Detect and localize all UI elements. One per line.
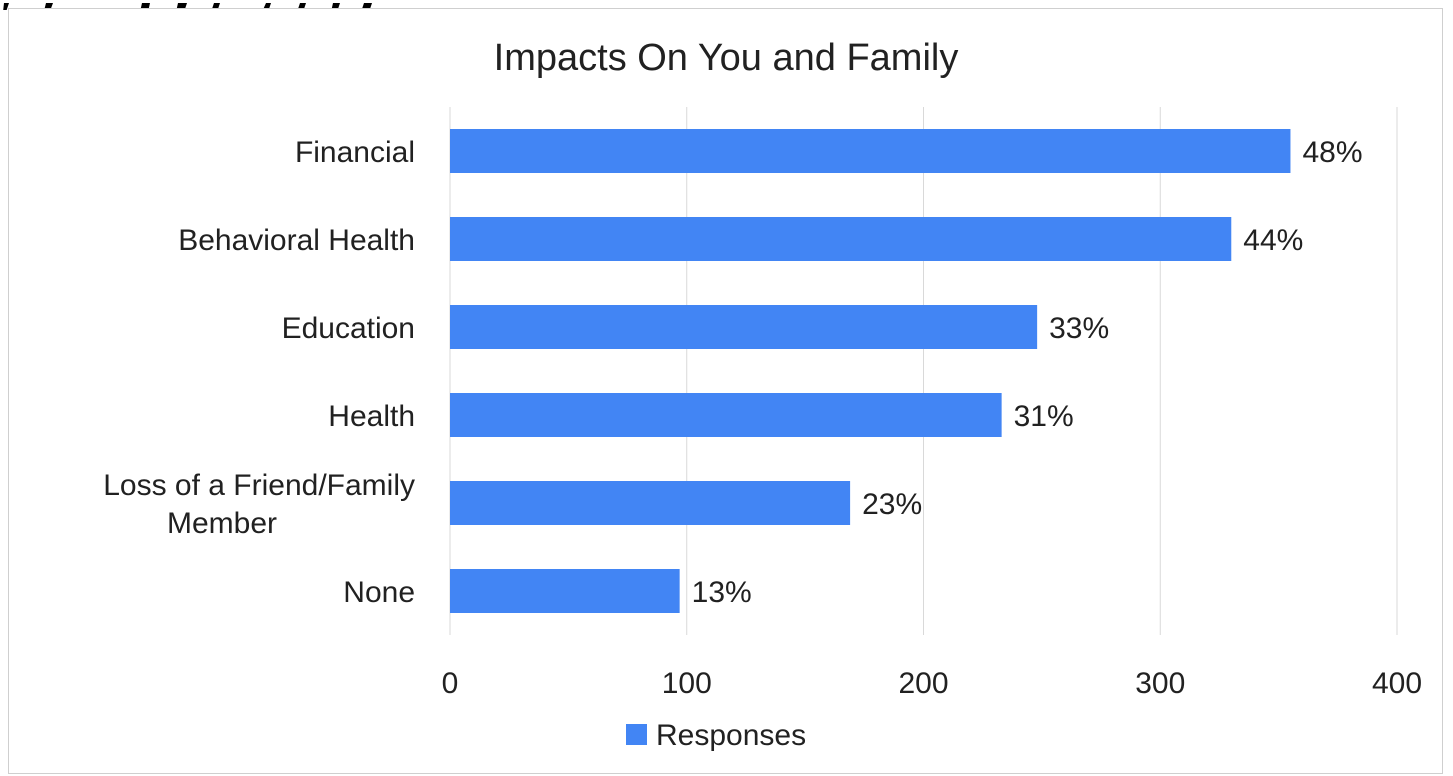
category-label: Education bbox=[282, 312, 415, 345]
data-labels: 48% 44% 33% 31% 23% 13% bbox=[692, 136, 1363, 609]
category-label: Financial bbox=[295, 136, 415, 169]
chart-title: Impacts On You and Family bbox=[494, 37, 959, 79]
data-label: 23% bbox=[862, 488, 922, 521]
category-label: None bbox=[343, 576, 415, 609]
category-label: Behavioral Health bbox=[178, 224, 415, 257]
bar bbox=[450, 481, 851, 525]
data-label: 31% bbox=[1014, 400, 1074, 433]
bar bbox=[450, 217, 1232, 261]
x-tick-label: 300 bbox=[1135, 667, 1185, 700]
bars bbox=[450, 129, 1291, 613]
x-tick-label: 400 bbox=[1372, 667, 1422, 700]
x-tick-label: 100 bbox=[662, 667, 712, 700]
category-label: Health bbox=[328, 400, 415, 433]
category-label: Loss of a Friend/Family Member bbox=[103, 469, 415, 540]
data-label: 33% bbox=[1049, 312, 1109, 345]
bar bbox=[450, 129, 1291, 173]
gridlines bbox=[449, 107, 1398, 635]
bar bbox=[450, 393, 1002, 437]
data-label: 48% bbox=[1302, 136, 1362, 169]
bar bbox=[450, 305, 1038, 349]
data-label: 44% bbox=[1243, 224, 1303, 257]
data-label: 13% bbox=[692, 576, 752, 609]
legend: Responses bbox=[626, 719, 806, 752]
legend-swatch bbox=[626, 724, 647, 745]
category-labels: Financial Behavioral Health Education Healt… bbox=[103, 136, 415, 609]
x-tick-label: 200 bbox=[898, 667, 948, 700]
bar bbox=[450, 569, 680, 613]
x-tick-labels: 0 100 200 300 400 bbox=[442, 667, 1422, 700]
x-tick-label: 0 bbox=[442, 667, 459, 700]
legend-label: Responses bbox=[656, 719, 806, 752]
